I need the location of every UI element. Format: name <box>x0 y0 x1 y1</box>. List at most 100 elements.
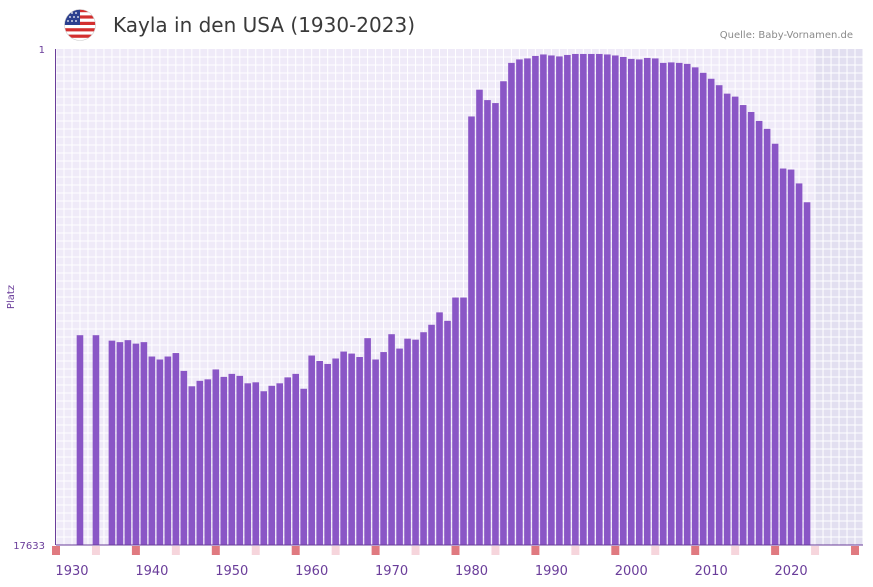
marker-2008 <box>691 546 700 555</box>
bar-1937 <box>124 340 132 545</box>
x-tick-1980: 1980 <box>455 564 488 579</box>
bar-1951 <box>236 375 244 545</box>
bar-1960 <box>308 355 315 545</box>
bar-1989 <box>540 54 547 546</box>
bar-1950 <box>228 373 236 545</box>
x-tick-1930: 1930 <box>55 564 88 579</box>
bar-1939 <box>140 342 148 545</box>
bar-1943 <box>172 353 180 545</box>
y-tick-bottom: 17633 <box>13 541 45 552</box>
bar-2006 <box>675 62 683 545</box>
bar-1974 <box>420 332 427 545</box>
x-tick-1970: 1970 <box>375 564 408 579</box>
marker-1978 <box>451 546 460 555</box>
bar-2022 <box>803 202 811 545</box>
bar-1933 <box>92 335 100 545</box>
x-tick-2000: 2000 <box>615 564 648 579</box>
bar-1985 <box>508 62 515 545</box>
marker-1938 <box>131 546 140 555</box>
bar-1992 <box>564 54 571 546</box>
marker-1948 <box>211 546 220 555</box>
bar-1936 <box>116 342 124 545</box>
bar-1964 <box>340 351 347 545</box>
bar-1942 <box>164 356 172 545</box>
bar-1991 <box>556 56 563 545</box>
bar-1966 <box>356 357 363 545</box>
bar-1963 <box>332 358 339 545</box>
bar-1971 <box>396 348 403 545</box>
marker-2013 <box>731 546 740 555</box>
bar-1948 <box>212 369 220 545</box>
page-title: Kayla in den USA (1930-2023) <box>113 13 416 37</box>
bar-1972 <box>404 338 411 545</box>
bar-2010 <box>707 78 715 545</box>
y-axis-label: Platz <box>6 285 17 309</box>
bar-1952 <box>244 383 252 545</box>
bar-1967 <box>364 338 371 545</box>
bar-2015 <box>747 111 755 545</box>
bar-2001 <box>635 59 643 545</box>
x-tick-1990: 1990 <box>535 564 568 579</box>
bar-1996 <box>596 53 603 546</box>
marker-2023 <box>811 546 820 555</box>
bar-1998 <box>612 55 619 545</box>
us-flag-icon <box>64 9 96 41</box>
marker-1988 <box>531 546 540 555</box>
bar-1987 <box>524 58 531 545</box>
bar-1981 <box>476 89 483 545</box>
x-tick-labels: 1930 1940 1950 1960 1970 1980 1990 2000 2010 2020 <box>55 564 807 579</box>
bar-2009 <box>699 72 707 546</box>
bar-1935 <box>108 340 116 545</box>
bar-1944 <box>180 370 188 545</box>
marker-1983 <box>491 546 500 555</box>
bar-1976 <box>436 312 443 545</box>
bar-1953 <box>252 382 260 545</box>
bar-1956 <box>276 383 284 545</box>
bar-2017 <box>763 128 771 545</box>
bar-1965 <box>348 353 355 545</box>
marker-1933 <box>91 546 100 555</box>
bar-1973 <box>412 339 419 545</box>
bar-1959 <box>300 388 307 545</box>
bar-1983 <box>492 103 499 546</box>
bar-2014 <box>739 105 747 545</box>
bar-2011 <box>715 85 723 545</box>
bar-1962 <box>324 363 331 545</box>
marker-1943 <box>171 546 180 555</box>
bar-2005 <box>667 62 675 545</box>
marker-1968 <box>371 546 380 555</box>
marker-1953 <box>251 546 260 555</box>
bar-2002 <box>643 57 651 545</box>
bar-1955 <box>268 385 276 545</box>
bars <box>76 53 811 546</box>
bar-1938 <box>132 343 140 545</box>
bar-2008 <box>691 67 699 546</box>
bar-1982 <box>484 100 491 545</box>
bar-1957 <box>284 377 292 545</box>
bar-2021 <box>795 183 803 545</box>
bar-1945 <box>188 386 196 545</box>
bar-1994 <box>580 53 587 546</box>
x-tick-2010: 2010 <box>695 564 728 579</box>
bar-1993 <box>572 53 579 546</box>
marker-2028 <box>851 546 860 555</box>
x-tick-1950: 1950 <box>215 564 248 579</box>
decade-markers <box>52 546 860 555</box>
bar-1946 <box>196 380 204 545</box>
bar-1978 <box>452 297 459 545</box>
bar-1970 <box>388 334 395 545</box>
marker-2018 <box>771 546 780 555</box>
marker-1928 <box>52 546 60 555</box>
x-tick-2020: 2020 <box>775 564 808 579</box>
marker-1998 <box>611 546 620 555</box>
bar-1977 <box>444 320 451 545</box>
bar-1979 <box>460 297 467 545</box>
bar-2019 <box>779 168 787 545</box>
bar-2012 <box>723 93 731 545</box>
x-tick-1960: 1960 <box>295 564 328 579</box>
bar-1954 <box>260 391 268 545</box>
marker-2003 <box>651 546 660 555</box>
bar-1940 <box>148 356 156 545</box>
bar-2004 <box>659 62 667 545</box>
